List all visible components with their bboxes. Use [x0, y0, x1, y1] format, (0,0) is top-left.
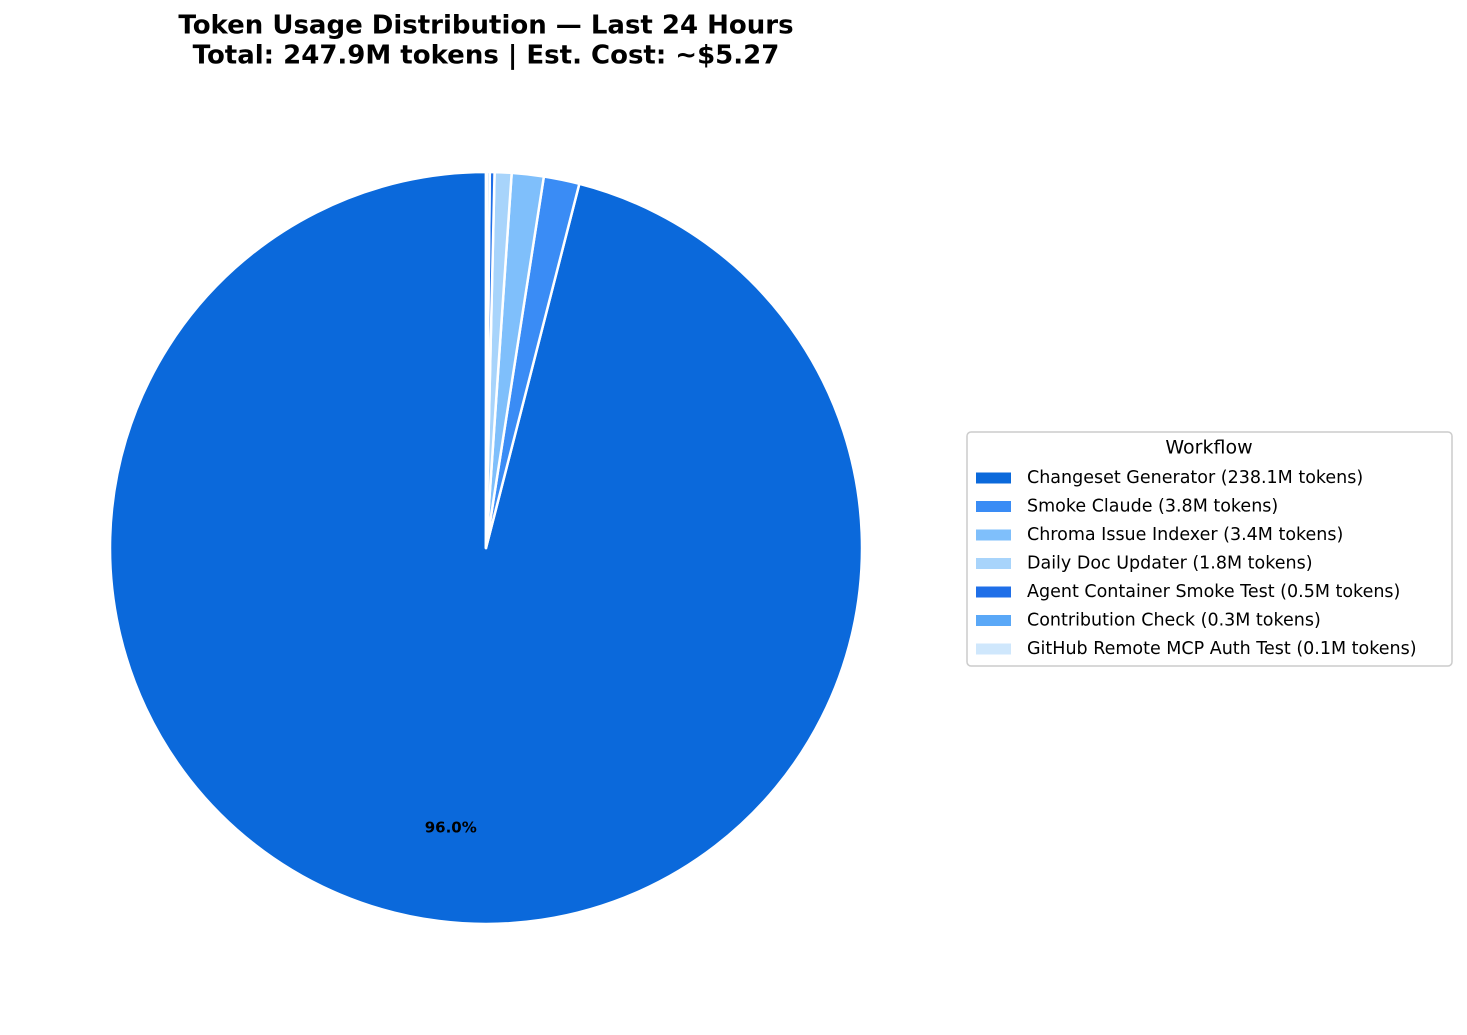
legend-title: Workflow [1165, 437, 1252, 459]
legend-box [966, 431, 1453, 667]
legend-label: GitHub Remote MCP Auth Test (0.1M tokens… [1027, 639, 1417, 659]
legend-swatch [976, 558, 1011, 569]
legend-swatch [976, 615, 1011, 626]
legend-label: Daily Doc Updater (1.8M tokens) [1027, 554, 1313, 574]
chart-title: Token Usage Distribution — Last 24 Hours [178, 11, 793, 41]
legend-swatch [976, 586, 1011, 598]
legend-label: Agent Container Smoke Test (0.5M tokens) [1027, 582, 1400, 602]
legend-label: Chroma Issue Indexer (3.4M tokens) [1027, 525, 1343, 545]
legend-swatch [976, 643, 1011, 655]
pie-slice [484, 170, 489, 550]
legend-swatch [976, 501, 1011, 512]
slice-label: 96.0% [425, 818, 477, 836]
legend-swatch [976, 472, 1011, 484]
legend-label: Contribution Check (0.3M tokens) [1027, 611, 1321, 631]
chart-subtitle: Total: 247.9M tokens | Est. Cost: ~$5.27 [193, 41, 780, 71]
legend-label: Smoke Claude (3.8M tokens) [1027, 497, 1278, 517]
legend-label: Changeset Generator (238.1M tokens) [1027, 468, 1363, 488]
legend-swatch [976, 529, 1011, 541]
